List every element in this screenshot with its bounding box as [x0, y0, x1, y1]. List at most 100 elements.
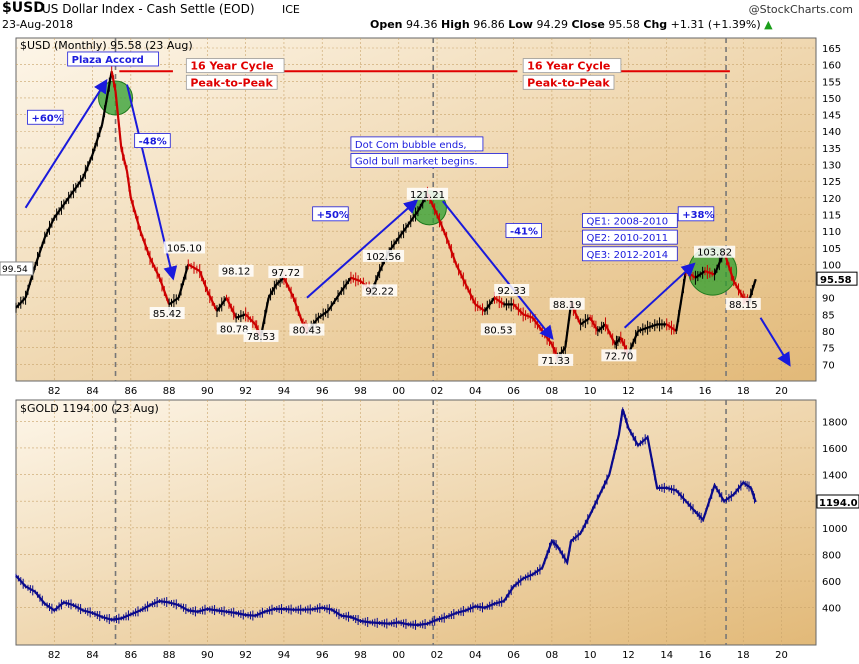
value-label: 80.53 — [484, 325, 513, 336]
usd-x-tick-label: 82 — [48, 386, 61, 397]
annotation-text: Plaza Accord — [72, 55, 144, 66]
annotation-text: QE3: 2012-2014 — [587, 250, 669, 261]
close-value: 95.58 — [608, 18, 640, 31]
gold-y-tick-label: 1000 — [822, 524, 847, 535]
exchange-label: ICE — [282, 3, 300, 16]
usd-x-tick-label: 98 — [354, 386, 367, 397]
usd-x-tick-label: 88 — [163, 386, 176, 397]
value-label: 105.10 — [167, 243, 202, 254]
gold-x-tick-label: 16 — [699, 650, 712, 661]
gold-price-tag-text: 1194.0 — [819, 498, 858, 509]
usd-y-tick-label: 80 — [822, 327, 835, 338]
usd-x-tick-label: 12 — [622, 386, 635, 397]
annotation-text: 16 Year Cycle — [527, 60, 610, 73]
value-label: 80.43 — [293, 326, 322, 337]
value-label-bg — [494, 283, 530, 296]
annotation-text: +50% — [317, 210, 349, 221]
gold-grid — [16, 400, 816, 645]
chg-label: Chg — [643, 18, 668, 31]
gold-x-tick-label: 12 — [622, 650, 635, 661]
annotation-box — [350, 153, 509, 168]
usd-y-tick-label: 140 — [822, 127, 841, 138]
value-label: 71.33 — [541, 356, 570, 367]
gold-x-tick-label: 00 — [392, 650, 405, 661]
gold-x-tick-label: 86 — [124, 650, 137, 661]
value-label-bg — [163, 241, 206, 254]
value-label-bg — [480, 323, 516, 336]
usd-x-tick-label: 00 — [392, 386, 405, 397]
usd-start-tag: 99.54 — [0, 261, 34, 276]
annotation-box — [677, 206, 715, 222]
value-label: 102.56 — [366, 252, 401, 263]
trend-arrow — [24, 78, 108, 209]
ohlc-readout: Open 94.36 High 96.86 Low 94.29 Close 95… — [370, 18, 773, 31]
value-label-bg — [538, 353, 574, 366]
usd-y-tick-label: 75 — [822, 344, 835, 355]
value-label-bg — [406, 187, 449, 200]
annotation-text: +38% — [682, 210, 714, 221]
value-label-bg — [216, 322, 252, 335]
instrument-name: US Dollar Index - Cash Settle (EOD) — [42, 2, 255, 16]
annotation-text: Gold bull market begins. — [355, 157, 478, 168]
usd-y-tick-label: 85 — [822, 310, 835, 321]
usd-price-tag: 95.58 — [816, 271, 858, 286]
usd-y-tick-label: 150 — [822, 94, 841, 105]
value-label: 80.78 — [220, 324, 249, 335]
usd-y-tick-label: 105 — [822, 244, 841, 255]
gold-x-tick-label: 02 — [431, 650, 444, 661]
usd-y-tick-label: 145 — [822, 111, 841, 122]
usd-annotations: Plaza Accord +60% -48% +50% -41% +38% Dot Com … — [27, 51, 715, 262]
low-value: 94.29 — [536, 18, 568, 31]
usd-y-tick-label: 115 — [822, 210, 841, 221]
gold-x-tick-label: 88 — [163, 650, 176, 661]
value-label-bg — [362, 249, 405, 262]
value-label-bg — [218, 264, 254, 277]
usd-x-tick-label: 90 — [201, 386, 214, 397]
value-label: 85.42 — [153, 309, 182, 320]
gold-y-tick-label: 1800 — [822, 417, 847, 428]
usd-y-tick-label: 130 — [822, 161, 841, 172]
trend-arrow — [623, 262, 696, 329]
usd-x-tick-label: 18 — [737, 386, 750, 397]
value-label-bg — [725, 297, 761, 310]
open-label: Open — [370, 18, 403, 31]
annotation-box — [582, 213, 678, 228]
open-value: 94.36 — [406, 18, 438, 31]
close-label: Close — [571, 18, 605, 31]
annotation-box — [350, 136, 484, 152]
gold-x-tick-label: 08 — [546, 650, 559, 661]
gold-y-tick-label: 1600 — [822, 444, 847, 455]
annotation-text: 16 Year Cycle — [190, 60, 273, 73]
usd-y-tick-label: 165 — [822, 44, 841, 55]
gold-y-tick-label: 400 — [822, 604, 841, 615]
high-label: High — [441, 18, 470, 31]
value-label-bg — [693, 245, 736, 258]
gold-x-tick-label: 84 — [86, 650, 99, 661]
value-label-bg — [243, 329, 279, 342]
gold-y-tick-label: 600 — [822, 577, 841, 588]
usd-x-tick-label: 96 — [316, 386, 329, 397]
gold-x-tick-label: 06 — [507, 650, 520, 661]
usd-y-ticks: 7075808590951001051101151201251301351401… — [822, 44, 841, 371]
trend-arrow — [442, 200, 554, 340]
annotation-box — [522, 58, 622, 74]
gold-x-tick-label: 82 — [48, 650, 61, 661]
symbol-title: $USD — [2, 0, 45, 16]
annotation-text: Peak-to-Peak — [190, 76, 273, 89]
usd-x-tick-label: 92 — [239, 386, 252, 397]
gold-x-tick-label: 18 — [737, 650, 750, 661]
annotation-text: QE1: 2008-2010 — [587, 216, 669, 227]
gold-x-tick-label: 10 — [584, 650, 597, 661]
gold-y-tick-label: 1400 — [822, 471, 847, 482]
annotation-text: -41% — [510, 226, 538, 237]
usd-price-tag-text: 95.58 — [820, 275, 852, 286]
value-label-bg — [549, 297, 585, 310]
usd-y-tick-label: 135 — [822, 144, 841, 155]
annotation-box — [185, 74, 278, 90]
usd-panel-title: $USD (Monthly) 95.58 (23 Aug) — [20, 39, 193, 52]
brand-label: @StockCharts.com — [748, 3, 853, 16]
gold-x-tick-label: 94 — [278, 650, 291, 661]
usd-x-tick-label: 14 — [660, 386, 673, 397]
usd-y-tick-label: 100 — [822, 260, 841, 271]
usd-x-tick-label: 08 — [546, 386, 559, 397]
